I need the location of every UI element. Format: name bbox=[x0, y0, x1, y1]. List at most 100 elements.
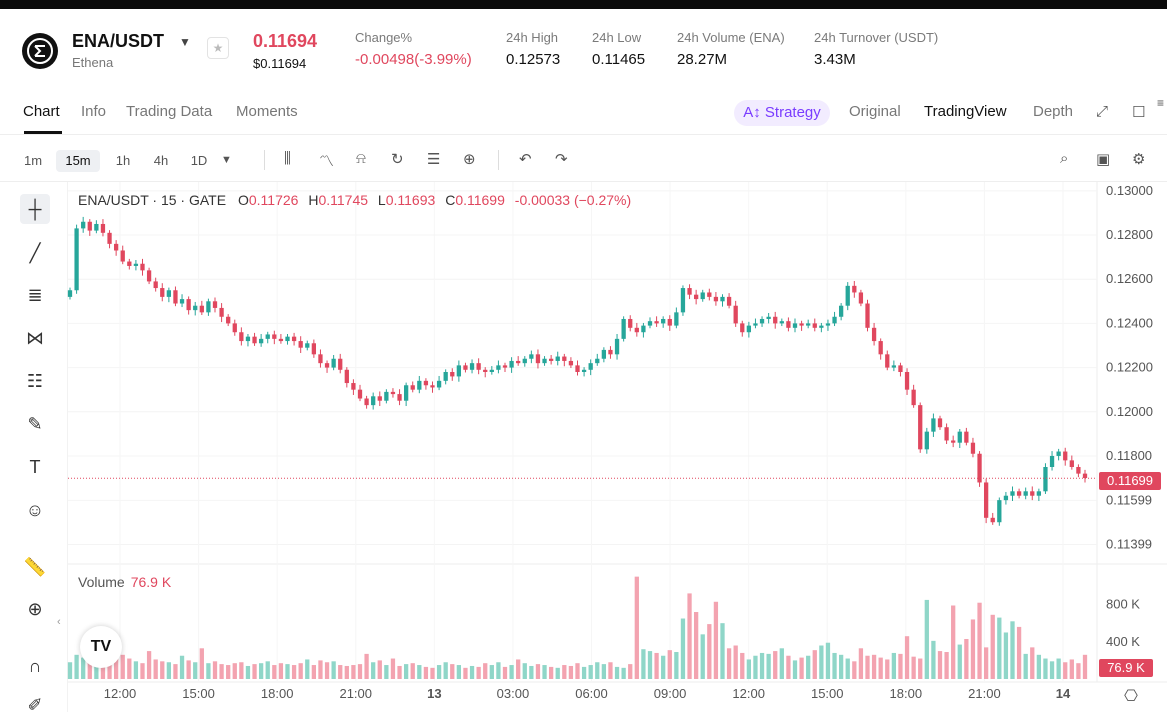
volume-bar bbox=[1076, 663, 1081, 679]
indicators-icon[interactable]: 〽 bbox=[319, 153, 335, 170]
candle-body bbox=[509, 360, 514, 368]
templates-icon[interactable]: ☰ bbox=[427, 151, 441, 168]
menu-icon[interactable]: ≡ bbox=[1157, 96, 1165, 110]
pair-name[interactable]: ENA/USDT bbox=[72, 31, 165, 51]
candle-type-icon[interactable]: ⫼ bbox=[284, 150, 291, 167]
text-tool-icon[interactable]: T bbox=[29, 457, 41, 477]
candle-body bbox=[410, 385, 415, 390]
alert-icon[interactable]: ⍾ bbox=[356, 150, 366, 167]
x-tick-label: 12:00 bbox=[732, 686, 765, 701]
volume-bar bbox=[272, 665, 277, 679]
volume-bar bbox=[1016, 626, 1022, 679]
y-tick-label: 0.11399 bbox=[1106, 537, 1152, 552]
timeframe-4h[interactable]: 4h bbox=[153, 153, 169, 168]
tab-moments[interactable]: Moments bbox=[236, 103, 298, 120]
candle-body bbox=[305, 343, 310, 348]
tradingview-logo-icon[interactable]: TV bbox=[80, 626, 122, 668]
candle-body bbox=[746, 325, 752, 333]
x-tick-label: 21:00 bbox=[968, 686, 1001, 701]
candle-body bbox=[496, 365, 501, 370]
candle-body bbox=[759, 318, 765, 324]
search-icon[interactable]: ⌕ bbox=[1060, 150, 1069, 167]
candle-body bbox=[700, 292, 705, 300]
brush-icon[interactable]: ✎ bbox=[27, 414, 43, 434]
candle-body bbox=[977, 453, 982, 483]
trend-line-icon[interactable]: ╱ bbox=[29, 243, 41, 263]
volume-bar bbox=[792, 660, 798, 679]
chart-settings-icon[interactable]: ⎔ bbox=[1124, 688, 1138, 705]
volume-bar bbox=[693, 612, 699, 679]
tab-trading-data[interactable]: Trading Data bbox=[126, 103, 213, 120]
volume-bar bbox=[522, 663, 527, 679]
timeframe-15m[interactable]: 15m bbox=[56, 150, 100, 172]
candle-body bbox=[357, 389, 363, 399]
candle-body bbox=[179, 299, 185, 304]
chevron-down-icon[interactable]: ▼ bbox=[179, 35, 191, 49]
crosshair-icon[interactable]: ┼ bbox=[20, 194, 50, 224]
candle-body bbox=[272, 334, 277, 339]
last-volume-tag: 76.9 K bbox=[1099, 659, 1153, 677]
ruler-icon[interactable]: 📏 bbox=[23, 557, 47, 577]
undo-icon[interactable]: ↶ bbox=[519, 151, 532, 168]
favorite-star-icon[interactable]: ★ bbox=[207, 37, 229, 59]
volume-bar bbox=[74, 654, 79, 679]
x-tick-label: 09:00 bbox=[654, 686, 687, 701]
replay-icon[interactable]: ↻ bbox=[391, 151, 404, 168]
candle-body bbox=[1030, 491, 1035, 496]
price-chart[interactable]: 0.13000 0.12800 0.12600 0.12400 0.12200 0.120… bbox=[0, 182, 1167, 712]
horizontal-lines-icon[interactable]: ≣ bbox=[27, 285, 43, 305]
emoji-icon[interactable]: ☺ bbox=[25, 500, 45, 520]
timeframe-1h[interactable]: 1h bbox=[115, 153, 131, 168]
volume-bar bbox=[232, 663, 237, 679]
candle-body bbox=[443, 372, 448, 381]
collapse-arrow-icon[interactable]: ‹ bbox=[57, 616, 61, 628]
timeframe-dropdown-icon[interactable]: ▼ bbox=[221, 154, 232, 166]
volume-bar bbox=[647, 651, 653, 679]
timeframe-1d[interactable]: 1D bbox=[190, 153, 208, 168]
volume-bar bbox=[410, 663, 415, 679]
pattern-icon[interactable]: ⋈ bbox=[26, 328, 44, 348]
volume-bar bbox=[799, 657, 804, 679]
tab-tradingview[interactable]: TradingView bbox=[924, 103, 1007, 120]
volume-bar bbox=[160, 661, 165, 679]
candle-body bbox=[1036, 491, 1042, 496]
redo-icon[interactable]: ↷ bbox=[555, 151, 568, 168]
volume-bar bbox=[1003, 632, 1009, 679]
volume-bar bbox=[430, 667, 435, 679]
magnet-icon[interactable]: ∩ bbox=[28, 656, 42, 676]
candle-body bbox=[489, 369, 494, 372]
tab-depth[interactable]: Depth bbox=[1033, 103, 1074, 120]
volume-bar bbox=[997, 617, 1002, 679]
volume-bar bbox=[489, 665, 494, 679]
tab-info[interactable]: Info bbox=[81, 103, 107, 120]
settings-gear-icon[interactable]: ⚙ bbox=[1132, 151, 1146, 168]
expand-icon[interactable]: ⤢ bbox=[1096, 103, 1109, 120]
window-icon[interactable]: ☐ bbox=[1132, 104, 1146, 121]
add-indicator-icon[interactable]: ⊕ bbox=[463, 151, 476, 168]
x-tick-label: 12:00 bbox=[104, 686, 137, 701]
candle-body bbox=[792, 323, 798, 328]
stat-24h-volume: 24h Volume (ENA) 28.27M bbox=[677, 30, 785, 68]
camera-icon[interactable]: ▣ bbox=[1096, 151, 1111, 168]
timeframe-1m[interactable]: 1m bbox=[23, 153, 43, 168]
x-tick-label: 06:00 bbox=[575, 686, 608, 701]
tab-original[interactable]: Original bbox=[849, 103, 901, 120]
volume-bar bbox=[153, 659, 158, 679]
candle-body bbox=[140, 263, 145, 271]
zoom-in-icon[interactable]: ⊕ bbox=[27, 599, 43, 619]
volume-bar bbox=[496, 662, 501, 679]
volume-bar bbox=[483, 663, 488, 679]
fib-retracement-icon[interactable]: ☷ bbox=[26, 371, 44, 391]
candle-body bbox=[226, 316, 231, 324]
candle-body bbox=[436, 380, 442, 388]
stat-value: 0.12573 bbox=[506, 51, 561, 68]
volume-bar bbox=[516, 659, 521, 679]
x-tick-label: 14 bbox=[1056, 686, 1071, 701]
candle-body bbox=[621, 318, 626, 339]
volume-bar bbox=[1069, 659, 1074, 679]
strategy-button[interactable]: A↕ Strategy bbox=[734, 100, 830, 126]
candle-body bbox=[740, 323, 745, 333]
candle-body bbox=[522, 358, 527, 364]
lock-drawing-icon[interactable]: ✐ bbox=[27, 695, 43, 715]
tab-chart[interactable]: Chart bbox=[23, 103, 60, 120]
